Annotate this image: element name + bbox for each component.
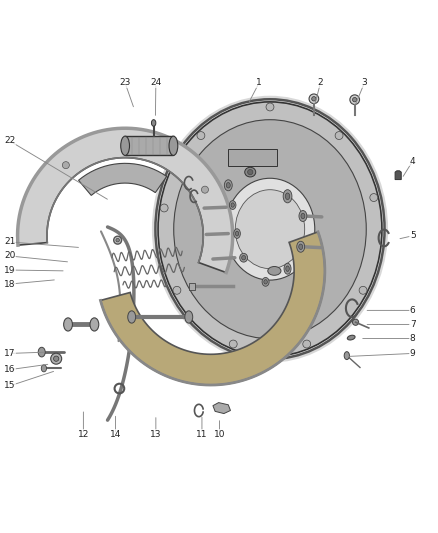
Ellipse shape: [226, 182, 230, 188]
Ellipse shape: [173, 286, 180, 294]
Text: 21: 21: [4, 237, 15, 246]
Polygon shape: [125, 136, 173, 156]
Text: 12: 12: [78, 430, 89, 439]
Ellipse shape: [224, 180, 232, 191]
Ellipse shape: [285, 266, 289, 271]
Ellipse shape: [120, 136, 129, 156]
Ellipse shape: [64, 318, 72, 331]
Ellipse shape: [352, 319, 358, 325]
Ellipse shape: [302, 340, 310, 348]
Ellipse shape: [233, 229, 240, 238]
Text: 1: 1: [255, 78, 261, 87]
Ellipse shape: [225, 178, 314, 280]
Ellipse shape: [296, 241, 304, 252]
Ellipse shape: [261, 278, 268, 286]
Text: 13: 13: [150, 430, 161, 439]
Ellipse shape: [308, 94, 318, 103]
Text: 11: 11: [196, 430, 207, 439]
Polygon shape: [394, 171, 400, 180]
Ellipse shape: [343, 352, 349, 360]
Ellipse shape: [137, 141, 144, 149]
Ellipse shape: [298, 211, 306, 222]
Polygon shape: [212, 402, 230, 414]
Ellipse shape: [263, 280, 267, 284]
Text: 7: 7: [409, 320, 415, 329]
Ellipse shape: [265, 103, 273, 111]
Text: 10: 10: [213, 430, 225, 439]
Ellipse shape: [349, 95, 359, 104]
Text: 9: 9: [409, 349, 415, 358]
Ellipse shape: [38, 348, 45, 357]
Ellipse shape: [298, 244, 302, 249]
Ellipse shape: [152, 96, 387, 362]
Ellipse shape: [53, 356, 59, 361]
Ellipse shape: [267, 266, 280, 275]
Ellipse shape: [169, 136, 177, 156]
Ellipse shape: [113, 236, 121, 244]
Ellipse shape: [41, 365, 46, 372]
Ellipse shape: [184, 311, 192, 323]
Ellipse shape: [285, 193, 289, 199]
Ellipse shape: [244, 167, 255, 177]
Text: 18: 18: [4, 280, 15, 288]
Text: 8: 8: [409, 334, 415, 343]
Ellipse shape: [283, 263, 290, 274]
Ellipse shape: [235, 190, 304, 269]
Text: 5: 5: [409, 231, 415, 240]
Text: 20: 20: [4, 252, 15, 261]
Ellipse shape: [51, 353, 61, 364]
Polygon shape: [188, 282, 195, 290]
Ellipse shape: [151, 119, 155, 126]
Polygon shape: [18, 128, 232, 272]
Text: 17: 17: [4, 349, 15, 358]
Ellipse shape: [90, 318, 99, 331]
Ellipse shape: [247, 169, 252, 175]
Polygon shape: [100, 232, 324, 385]
Ellipse shape: [229, 200, 236, 209]
Ellipse shape: [300, 213, 304, 219]
Ellipse shape: [283, 190, 291, 203]
Ellipse shape: [352, 98, 356, 102]
Ellipse shape: [241, 255, 245, 260]
Ellipse shape: [334, 132, 342, 140]
Text: 2: 2: [317, 78, 322, 87]
Ellipse shape: [235, 231, 238, 236]
Ellipse shape: [160, 204, 168, 212]
Ellipse shape: [127, 311, 135, 323]
Ellipse shape: [369, 193, 377, 201]
Text: 15: 15: [4, 382, 15, 390]
Text: 19: 19: [4, 265, 15, 274]
Ellipse shape: [201, 186, 208, 193]
Ellipse shape: [239, 253, 247, 262]
Ellipse shape: [116, 238, 119, 242]
Text: 24: 24: [150, 78, 161, 87]
Ellipse shape: [155, 99, 384, 359]
Ellipse shape: [62, 161, 69, 168]
Ellipse shape: [358, 286, 366, 294]
Ellipse shape: [158, 102, 381, 357]
Text: 14: 14: [110, 430, 121, 439]
Ellipse shape: [229, 340, 237, 348]
Ellipse shape: [197, 132, 205, 140]
Ellipse shape: [346, 335, 354, 340]
Polygon shape: [228, 149, 276, 166]
Text: 22: 22: [4, 136, 15, 146]
Text: 16: 16: [4, 365, 15, 374]
Polygon shape: [78, 163, 166, 196]
Ellipse shape: [230, 203, 234, 207]
Text: 23: 23: [119, 78, 131, 87]
Ellipse shape: [311, 96, 315, 101]
Text: 4: 4: [409, 157, 414, 166]
Text: 3: 3: [360, 78, 367, 87]
Text: 6: 6: [409, 306, 415, 315]
Ellipse shape: [173, 120, 365, 338]
